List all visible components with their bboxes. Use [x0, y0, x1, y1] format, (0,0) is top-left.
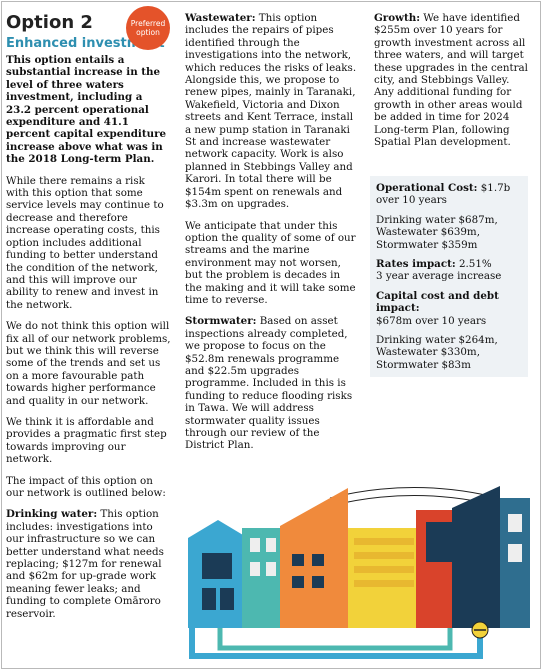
capital-cost-label: Capital cost and debt impact:	[376, 289, 499, 315]
growth-heading: Growth:	[374, 12, 420, 24]
preferred-option-badge: Preferred option	[126, 6, 170, 50]
risk-paragraph: While there remains a risk with this opt…	[6, 174, 164, 311]
operational-cost-label: Operational Cost:	[376, 182, 478, 194]
growth-paragraph: Growth: We have identified $255m over 10…	[374, 12, 532, 148]
column-middle: Wastewater: This option includes the rep…	[185, 12, 357, 461]
option-title: Option 2	[6, 12, 93, 33]
growth-body: We have identified $255m over 10 years f…	[374, 12, 528, 149]
column-right: Growth: We have identified $255m over 10…	[374, 12, 532, 157]
wastewater-body: This option includes the repairs of pipe…	[185, 12, 357, 211]
operational-breakdown: Drinking water $687m, Wastewater $639m, …	[376, 213, 498, 251]
environment-paragraph: We anticipate that under this option the…	[185, 219, 356, 306]
option-subtitle: Enhanced investment	[6, 36, 165, 51]
rates-impact-note: 3 year average increase	[376, 270, 502, 283]
problems-paragraph: We do not think this option will fix all…	[6, 320, 171, 407]
affordable-paragraph: We think it is affordable and provides a…	[6, 415, 167, 466]
stormwater-body: Based on asset inspections already compl…	[185, 315, 353, 452]
lead-paragraph: This option entails a substantial increa…	[6, 54, 167, 166]
cost-summary-box: Operational Cost: $1.7b over 10 years Dr…	[370, 176, 528, 378]
city-water-illustration	[188, 486, 530, 659]
drinking-water-heading: Drinking water:	[6, 508, 98, 521]
operational-cost: Operational Cost: $1.7b over 10 years	[376, 182, 522, 207]
drinking-water-body: This option includes: investigations int…	[6, 508, 164, 620]
rates-impact-label: Rates impact:	[376, 258, 456, 271]
stormwater-heading: Stormwater:	[185, 315, 257, 328]
stormwater-paragraph: Stormwater: Based on asset inspections a…	[185, 315, 357, 451]
rates-impact-value: 2.51%	[455, 258, 492, 271]
rates-impact: Rates impact: 2.51%	[376, 258, 522, 270]
impact-intro: The impact of this option on our network…	[6, 474, 166, 499]
column-left: Option 2 Enhanced investment This option…	[6, 12, 171, 629]
wastewater-heading: Wastewater:	[185, 12, 256, 24]
drinking-water-paragraph: Drinking water: This option includes: in…	[6, 508, 171, 620]
operational-cost-value: $1.7b over 10 years	[376, 182, 511, 207]
badge-line-1: Preferred	[130, 19, 166, 28]
capital-cost-value: $678m over 10 years	[376, 314, 487, 327]
wastewater-paragraph: Wastewater: This option includes the rep…	[185, 12, 357, 211]
badge-line-2: option	[136, 28, 160, 37]
capital-breakdown: Drinking water $264m, Wastewater $330m, …	[376, 334, 498, 371]
